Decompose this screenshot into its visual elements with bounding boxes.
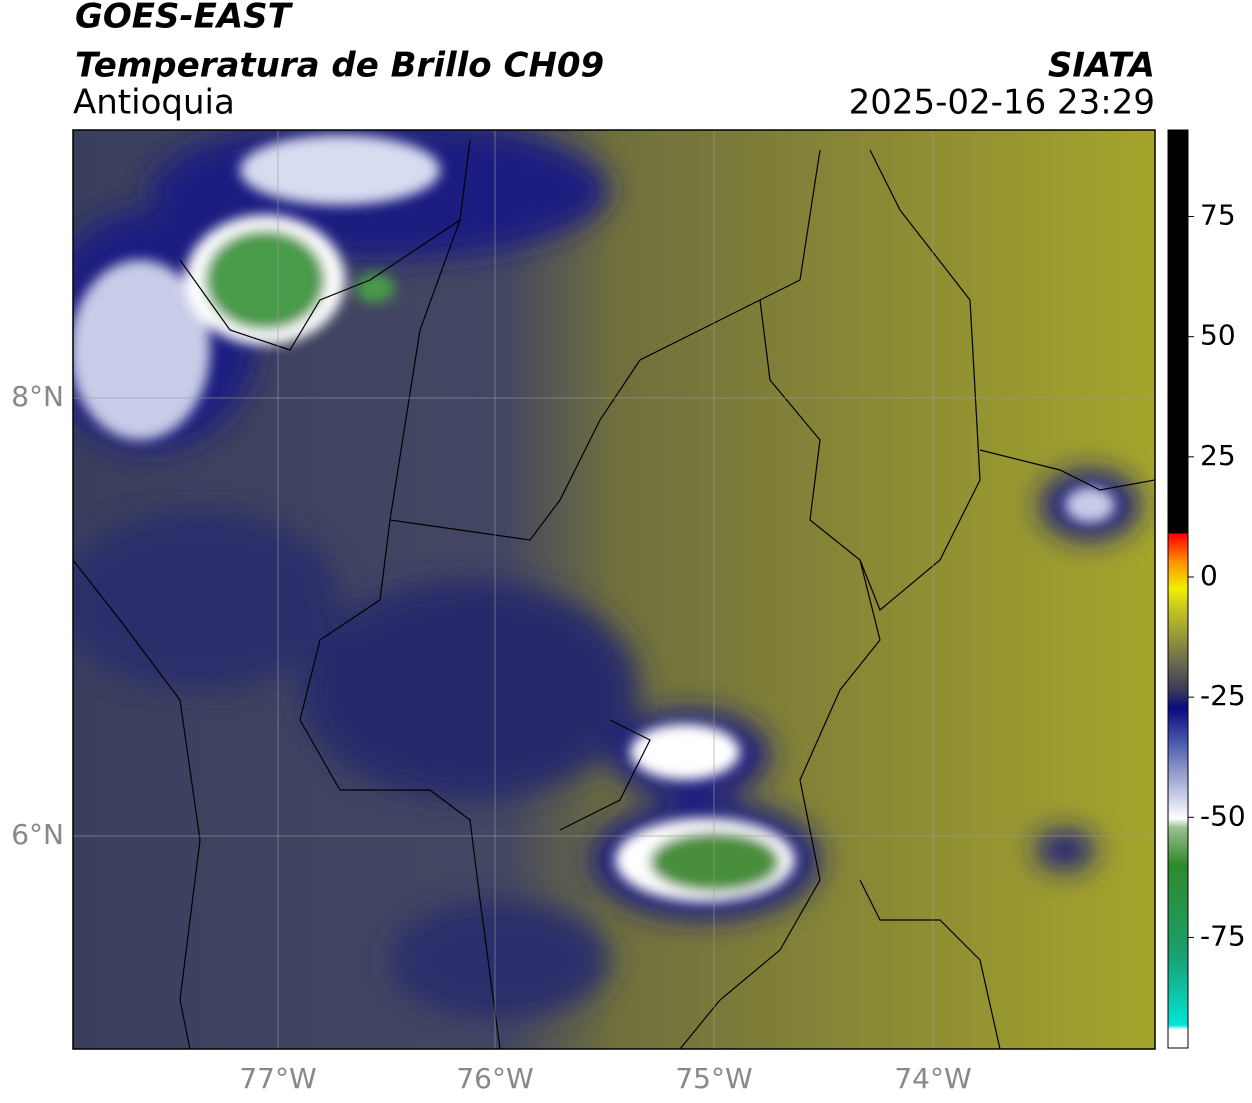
region: Antioquia bbox=[73, 83, 235, 123]
title: GOES-EAST bbox=[75, 0, 294, 37]
lon-label: 77°W bbox=[239, 1062, 316, 1095]
colorbar-tick-label: 0 bbox=[1200, 559, 1218, 592]
lon-label: 76°W bbox=[456, 1062, 533, 1095]
colorbar-tick-label: 50 bbox=[1200, 319, 1236, 352]
colorbar-tick-label: -75 bbox=[1200, 919, 1246, 952]
colorbar-tick-label: 25 bbox=[1200, 439, 1236, 472]
timestamp: 2025-02-16 23:29 bbox=[849, 83, 1155, 123]
lat-label: 6°N bbox=[11, 818, 64, 851]
colorbar-tick-label: -25 bbox=[1200, 679, 1246, 712]
lon-label: 75°W bbox=[675, 1062, 752, 1095]
satellite-image bbox=[73, 130, 1155, 1049]
colorbar-tick-label: 75 bbox=[1200, 199, 1236, 232]
lat-label: 8°N bbox=[11, 380, 64, 413]
colorbar-tick-label: -50 bbox=[1200, 799, 1246, 832]
colorbar-ticks: 75 50 25 0 -25 -50 -75 bbox=[1188, 199, 1246, 952]
subtitle: Temperatura de Brillo CH09 bbox=[75, 46, 604, 86]
colorbar bbox=[1167, 129, 1189, 1049]
lon-label: 74°W bbox=[894, 1062, 971, 1095]
map-frame bbox=[72, 129, 1156, 1050]
agency: SIATA bbox=[1048, 46, 1155, 86]
